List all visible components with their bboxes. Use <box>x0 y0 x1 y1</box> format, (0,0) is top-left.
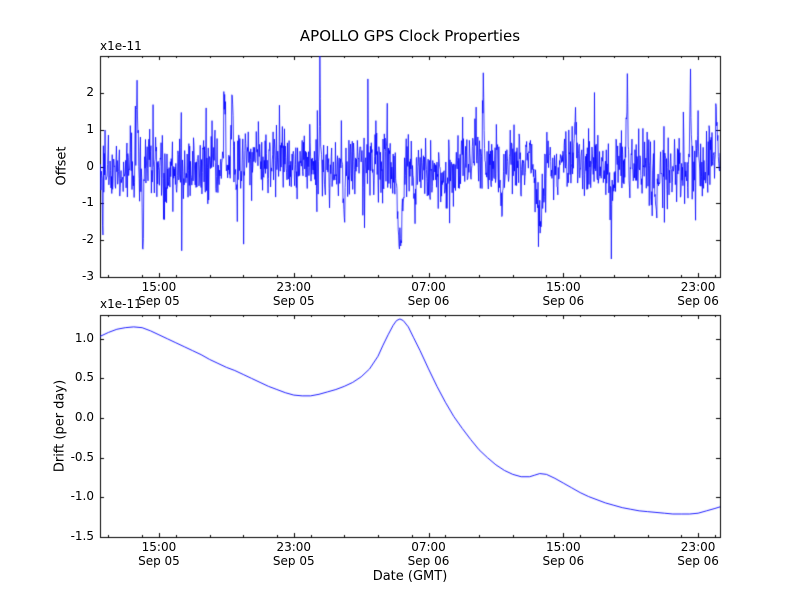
y-tick-label: -1.5 <box>70 529 94 543</box>
x-tick-date-label: Sep 05 <box>138 294 180 308</box>
y-tick-label: -3 <box>82 269 94 283</box>
x-tick-date-label: Sep 05 <box>272 294 315 308</box>
x-tick-time-label: 15:00 <box>141 540 177 554</box>
chart-title: APOLLO GPS Clock Properties <box>299 27 521 45</box>
x-tick-date-label: Sep 06 <box>407 554 450 568</box>
x-tick-time-label: 15:00 <box>141 280 177 294</box>
y-tick-label: 0 <box>86 158 94 173</box>
y-tick-label: 2 <box>86 84 94 99</box>
y-tick-label: 1 <box>86 121 94 136</box>
x-tick-date-label: Sep 06 <box>677 554 719 568</box>
drift-scale-label: x1e-11 <box>100 297 142 311</box>
y-tick-label: 0.0 <box>74 410 94 425</box>
x-tick-date-label: Sep 05 <box>138 554 180 568</box>
y-tick-label: 1.0 <box>74 330 94 345</box>
x-tick-time-label: 15:00 <box>546 540 581 554</box>
y-tick-label: -2 <box>82 232 94 247</box>
x-tick-time-label: 23:00 <box>680 280 716 294</box>
x-tick-time-label: 07:00 <box>411 280 446 294</box>
x-axis-label: Date (GMT) <box>372 569 448 584</box>
x-tick-time-label: 23:00 <box>276 540 312 554</box>
y-tick-label: -1 <box>82 195 94 210</box>
x-tick-time-label: 07:00 <box>411 540 446 554</box>
x-tick-date-label: Sep 06 <box>677 294 719 308</box>
x-tick-time-label: 23:00 <box>680 540 716 554</box>
y-tick-label: 0.5 <box>74 370 94 385</box>
x-tick-date-label: Sep 05 <box>272 554 315 568</box>
x-tick-time-label: 15:00 <box>546 280 581 294</box>
x-tick-date-label: Sep 06 <box>542 554 585 568</box>
x-tick-time-label: 23:00 <box>276 280 312 294</box>
offset-scale-label: x1e-11 <box>100 39 142 53</box>
y-tick-label: -1.0 <box>70 489 94 504</box>
x-tick-date-label: Sep 06 <box>407 294 450 308</box>
x-tick-date-label: Sep 06 <box>542 294 585 308</box>
y-tick-label: -0.5 <box>70 449 94 464</box>
